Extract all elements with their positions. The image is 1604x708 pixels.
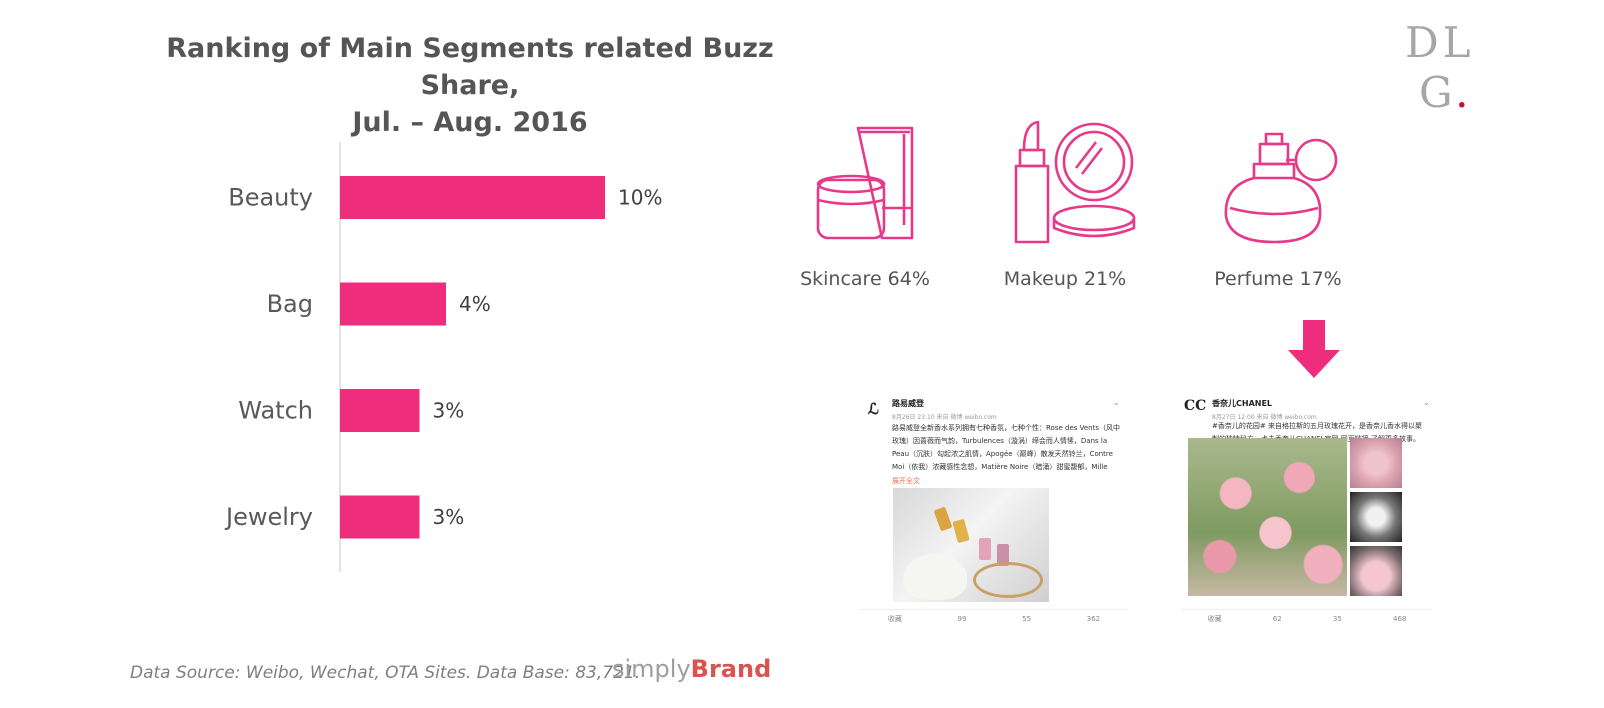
data-source-note: Data Source: Weibo, Wechat, OTA Sites. D…: [130, 663, 641, 683]
post-actions: 收藏 62 35 468: [1182, 609, 1432, 628]
chart-title-line2: Jul. – Aug. 2016: [352, 107, 588, 138]
skincare-label: Skincare 64%: [800, 268, 930, 290]
down-arrow-icon: [1288, 320, 1340, 383]
weibo-post-chanel: CC 香奈儿CHANEL 8月27日 12:00 来自 微博 weibo.com…: [1182, 398, 1432, 628]
post-author[interactable]: 香奈儿CHANEL: [1212, 399, 1273, 408]
repost-button[interactable]: 62: [1272, 615, 1282, 623]
chevron-down-icon[interactable]: ⌄: [1422, 398, 1430, 408]
value-label: 4%: [459, 292, 491, 316]
post-thumb-2[interactable]: [1350, 492, 1402, 542]
post-meta: 8月26日 23:10 来自 微博 weibo.com: [892, 414, 997, 421]
value-label: 10%: [618, 186, 662, 210]
post-thumb-1[interactable]: [1350, 438, 1402, 488]
value-label: 3%: [433, 399, 465, 423]
favorite-button[interactable]: 收藏: [1207, 615, 1222, 623]
post-body: 路易威登全新香水系列拥有七种香氛，七种个性：Rose des Vents（风中玫…: [892, 424, 1121, 471]
post-author[interactable]: 路易威登: [892, 399, 924, 408]
category-label: Beauty: [228, 184, 313, 212]
makeup-icon: [1012, 120, 1137, 250]
post-image-roses[interactable]: [1188, 438, 1347, 596]
expand-link[interactable]: 展开全文: [892, 477, 920, 485]
makeup-label: Makeup 21%: [1003, 268, 1127, 290]
weibo-post-lv: ℒ 路易威登 8月26日 23:10 来自 微博 weibo.com ⌄ 路易威…: [860, 398, 1128, 628]
logo-bottom: G: [1419, 68, 1456, 117]
chanel-logo-icon: CC: [1184, 398, 1207, 414]
post-image[interactable]: [893, 488, 1049, 602]
value-label: 3%: [433, 505, 465, 529]
bar-watch: [340, 389, 420, 432]
logo-top: DL: [1405, 18, 1475, 67]
category-label: Jewelry: [224, 503, 313, 531]
skincare-icon: [812, 120, 922, 250]
simplybrand-logo: simplyBrand: [612, 655, 771, 683]
category-label: Bag: [267, 290, 313, 318]
comment-button[interactable]: 55: [1022, 615, 1032, 623]
perfume-label: Perfume 17%: [1214, 268, 1342, 290]
chart-title: Ranking of Main Segments related Buzz Sh…: [120, 30, 820, 141]
favorite-button[interactable]: 收藏: [887, 615, 902, 623]
like-button[interactable]: 468: [1393, 615, 1407, 623]
brand-simply: simply: [612, 655, 691, 683]
chevron-down-icon[interactable]: ⌄: [1112, 398, 1120, 408]
bar-bag: [340, 282, 446, 326]
category-label: Watch: [238, 397, 313, 425]
repost-button[interactable]: 99: [957, 615, 967, 623]
logo-dot: .: [1455, 68, 1473, 117]
chart-title-line1: Ranking of Main Segments related Buzz Sh…: [166, 33, 774, 101]
post-thumb-3[interactable]: [1350, 546, 1402, 596]
post-actions: 收藏 99 55 362: [860, 609, 1128, 628]
post-meta: 8月27日 12:00 来自 微博 weibo.com: [1212, 414, 1317, 421]
bar-jewelry: [340, 495, 420, 539]
bar-chart: Beauty 10% Bag 4% Watch 3% Jewelry 3%: [224, 142, 662, 572]
brand-brand: Brand: [690, 655, 772, 683]
dlg-logo: DL G.: [1405, 18, 1475, 118]
like-button[interactable]: 362: [1086, 615, 1101, 623]
lv-logo-icon: ℒ: [868, 400, 879, 418]
bar-beauty: [340, 176, 605, 219]
perfume-icon: [1220, 120, 1345, 250]
comment-button[interactable]: 35: [1332, 615, 1342, 623]
